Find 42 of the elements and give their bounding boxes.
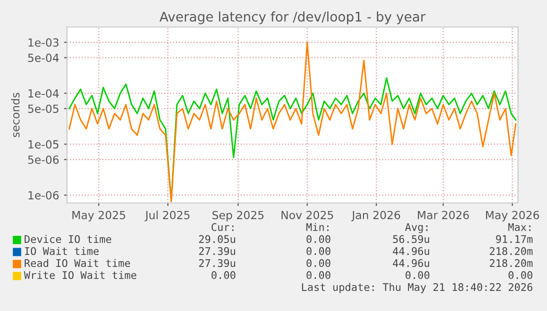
text: 56.59u	[393, 235, 430, 244]
y-tick-label: 1e-04	[28, 89, 59, 98]
text: 0.00	[306, 271, 330, 280]
chart-title: Average latency for /dev/loop1 - by year	[160, 11, 426, 24]
text: 44.96u	[392, 259, 430, 268]
text: 0.00	[212, 271, 236, 280]
y-tick-label: 1e-05	[28, 140, 58, 149]
text: 91.17m	[496, 235, 533, 244]
text: Avg:	[405, 223, 428, 234]
legend-label: Write IO Wait time	[24, 270, 136, 280]
x-tick-label: Jul 2025	[144, 210, 190, 222]
text: 29.05u	[199, 235, 236, 244]
text: 0.00	[306, 235, 330, 244]
legend-label: Read IO Wait time	[24, 258, 130, 268]
line-series	[68, 42, 516, 202]
text: 0.00	[508, 271, 532, 280]
x-tick-label: May 2026	[486, 210, 540, 222]
y-tick-label: 1e-03	[28, 38, 58, 47]
text: 0.00	[306, 247, 330, 256]
text: 218.20m	[490, 259, 533, 268]
legend-label: Device IO time	[24, 234, 112, 244]
text: 27.39u	[199, 247, 236, 256]
y-tick-label: 5e-06	[28, 155, 59, 164]
x-tick-label: Mar 2026	[418, 210, 469, 220]
y-tick-label: 5e-04	[28, 54, 59, 62]
x-tick-label: Jan 2026	[351, 210, 400, 222]
text: 27.39u	[199, 259, 236, 268]
text: Last update: Thu May 21 18:40:22 2026	[302, 282, 532, 294]
text: 0.00	[406, 271, 430, 280]
y-tick-label: 1e-06	[28, 191, 59, 200]
text: Max:	[508, 223, 530, 232]
y-tick-label: 5e-05	[28, 104, 58, 113]
text: Min:	[306, 222, 328, 231]
y-axis-title: seconds	[11, 92, 20, 138]
text: 218.20m	[490, 247, 533, 256]
text: 0.00	[306, 259, 330, 268]
legend-label: IO Wait time	[25, 246, 99, 256]
x-tick-label: Nov 2025	[282, 210, 334, 220]
text: 44.96u	[392, 247, 430, 256]
text: Cur:	[212, 223, 234, 232]
x-tick-label: Sep 2025	[212, 210, 264, 222]
x-tick-label: May 2025	[72, 210, 126, 222]
